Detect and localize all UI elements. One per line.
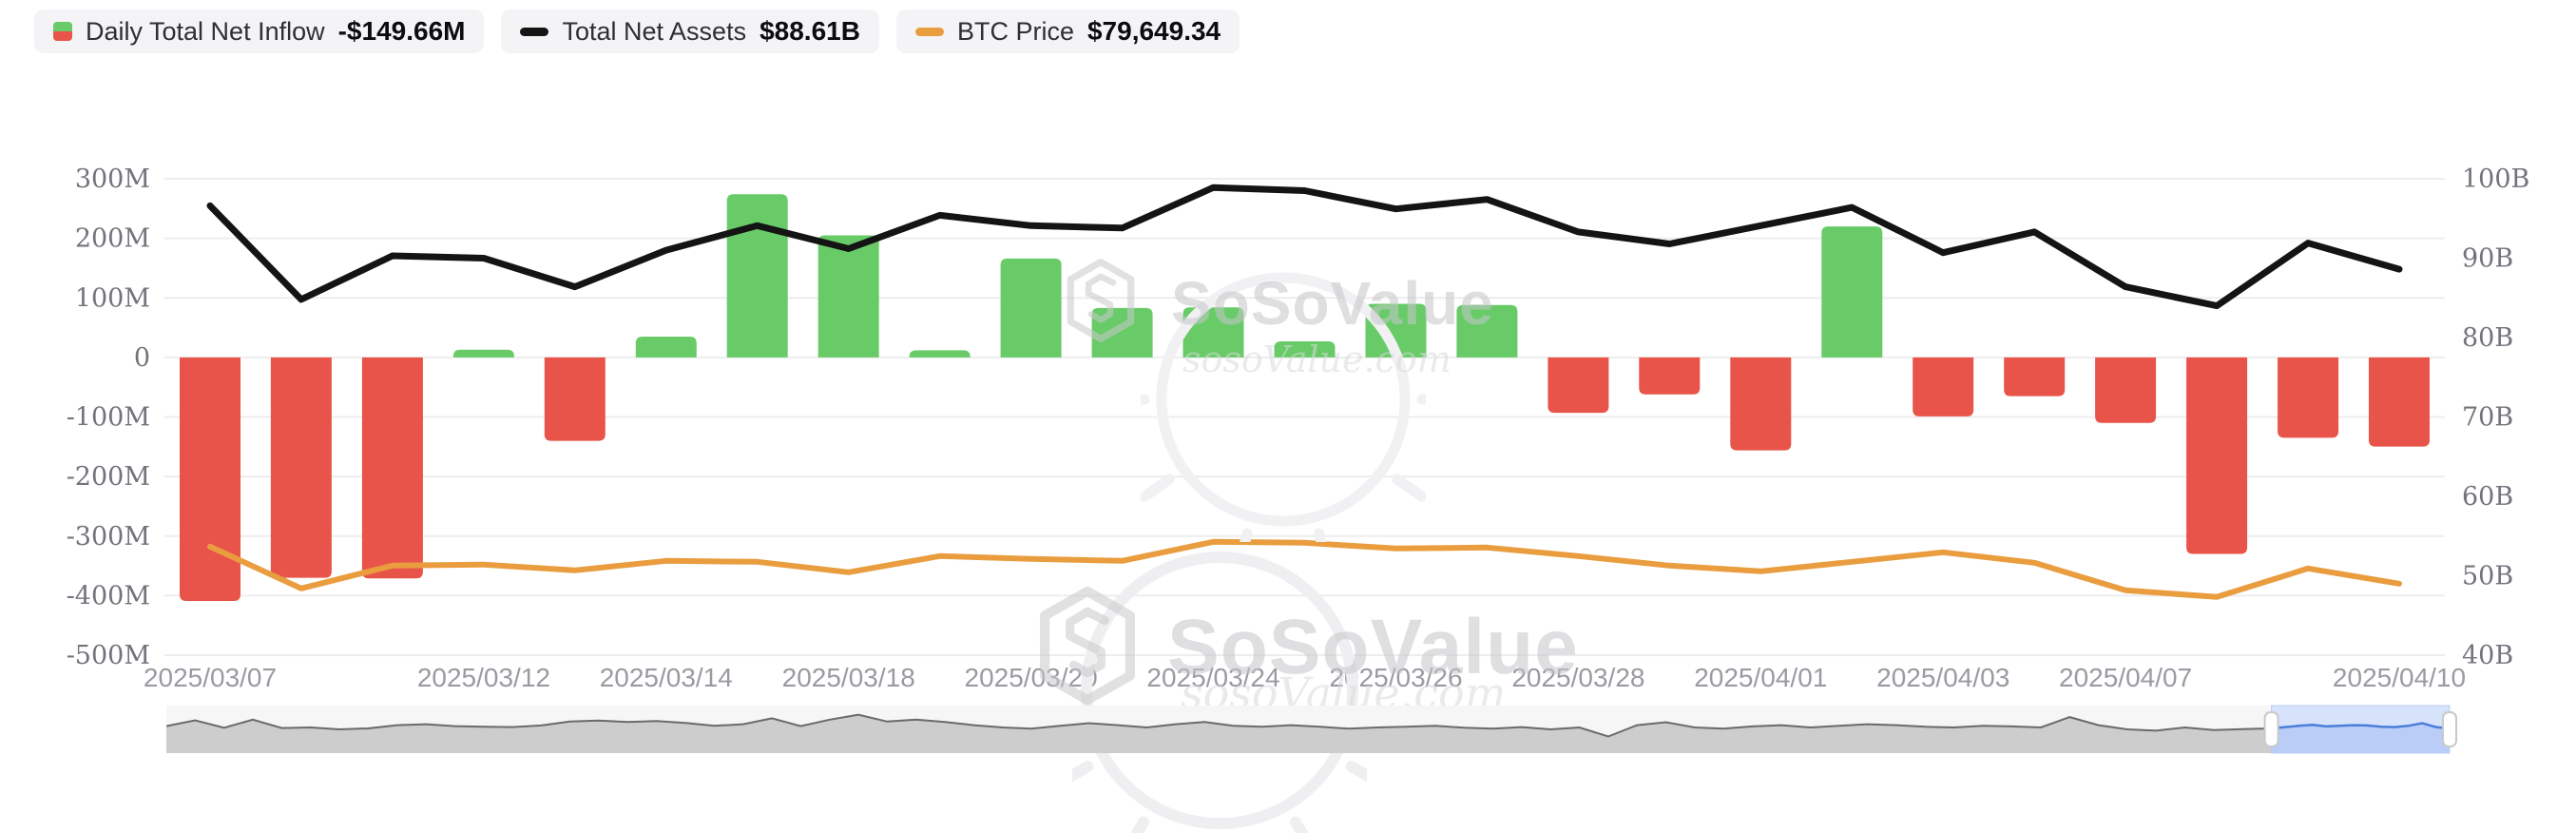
bar-negative bbox=[2186, 357, 2248, 554]
svg-text:300M: 300M bbox=[75, 165, 150, 194]
bar-negative bbox=[180, 357, 240, 601]
minimap-right-handle[interactable] bbox=[2442, 711, 2457, 747]
svg-text:100M: 100M bbox=[75, 283, 150, 313]
minimap-history-line bbox=[165, 713, 2272, 738]
legend-item-total-net-assets[interactable]: Total Net Assets $88.61B bbox=[501, 10, 879, 53]
svg-text:-300M: -300M bbox=[67, 522, 150, 552]
minimap-left-handle[interactable] bbox=[2263, 711, 2279, 747]
bar-negative bbox=[2095, 357, 2157, 423]
bar-positive bbox=[817, 235, 879, 358]
legend-item-btc-price[interactable]: BTC Price $79,649.34 bbox=[895, 10, 1240, 53]
svg-text:-400M: -400M bbox=[67, 581, 150, 610]
inflow-split-square-icon bbox=[53, 22, 72, 41]
minimap-selection-line bbox=[2271, 722, 2451, 730]
btc-price-line[interactable] bbox=[207, 538, 2402, 600]
bar-negative bbox=[1639, 357, 1701, 395]
chart-legend: Daily Total Net Inflow -$149.66M Total N… bbox=[34, 10, 1240, 53]
svg-text:80B: 80B bbox=[2462, 323, 2513, 353]
svg-text:50B: 50B bbox=[2462, 562, 2513, 591]
svg-text:2025/03/14: 2025/03/14 bbox=[600, 663, 733, 692]
left-axis-labels: 300M 200M 100M 0 -100M -200M -300M -400M -500M bbox=[67, 165, 150, 670]
bar-positive bbox=[635, 337, 697, 358]
svg-text:40B: 40B bbox=[2462, 641, 2513, 670]
svg-text:2025/03/12: 2025/03/12 bbox=[417, 663, 550, 692]
bar-positive bbox=[1091, 307, 1153, 358]
bar-positive bbox=[726, 194, 788, 358]
svg-text:70B: 70B bbox=[2462, 403, 2513, 433]
svg-text:-100M: -100M bbox=[67, 403, 150, 433]
bar-negative bbox=[2278, 357, 2339, 438]
legend-label: Total Net Assets bbox=[562, 16, 747, 46]
svg-text:200M: 200M bbox=[75, 224, 150, 254]
bar-negative bbox=[2004, 357, 2066, 397]
svg-text:2025/03/07: 2025/03/07 bbox=[144, 663, 277, 692]
tna-line[interactable] bbox=[206, 184, 2403, 310]
legend-item-daily-net-inflow[interactable]: Daily Total Net Inflow -$149.66M bbox=[34, 10, 485, 53]
bar-positive bbox=[1182, 307, 1244, 358]
legend-value: $79,649.34 bbox=[1086, 16, 1221, 46]
minimap-scrollbar[interactable] bbox=[0, 702, 2576, 768]
svg-text:100B: 100B bbox=[2462, 165, 2529, 194]
black-dash-icon bbox=[520, 27, 549, 36]
bar-positive bbox=[1365, 303, 1427, 358]
bar-negative bbox=[1913, 357, 1974, 416]
legend-label: BTC Price bbox=[956, 16, 1074, 46]
svg-text:2025/03/18: 2025/03/18 bbox=[782, 663, 915, 692]
right-axis-labels: 100B 90B 80B 70B 60B 50B 40B bbox=[2462, 165, 2529, 670]
bar-negative bbox=[1548, 357, 1609, 414]
svg-text:0: 0 bbox=[134, 343, 150, 373]
bar-positive bbox=[1274, 341, 1336, 358]
legend-value: $88.61B bbox=[759, 16, 860, 46]
bar-positive bbox=[1821, 226, 1883, 358]
bar-negative bbox=[361, 357, 423, 579]
bar-positive bbox=[1456, 304, 1518, 358]
svg-text:2025/03/28: 2025/03/28 bbox=[1511, 663, 1644, 692]
orange-dash-icon bbox=[914, 27, 944, 36]
bar-negative bbox=[2369, 357, 2430, 447]
svg-text:2025/04/03: 2025/04/03 bbox=[1876, 663, 2009, 692]
svg-text:60B: 60B bbox=[2462, 482, 2513, 512]
x-axis-labels: 2025/03/07 2025/03/12 2025/03/14 2025/03/18… bbox=[144, 663, 2466, 692]
svg-text:2025/04/07: 2025/04/07 bbox=[2059, 663, 2192, 692]
legend-label: Daily Total Net Inflow bbox=[86, 16, 325, 46]
svg-text:2025/04/10: 2025/04/10 bbox=[2333, 663, 2466, 692]
svg-text:2025/04/01: 2025/04/01 bbox=[1694, 663, 1827, 692]
svg-text:90B: 90B bbox=[2462, 244, 2513, 274]
svg-text:-500M: -500M bbox=[67, 641, 150, 670]
main-chart[interactable]: 300M 200M 100M 0 -100M -200M -300M -400M -500M 10… bbox=[0, 0, 2576, 704]
bar-positive bbox=[452, 349, 514, 358]
bar-negative bbox=[1730, 357, 1792, 451]
bar-positive bbox=[1000, 258, 1062, 358]
svg-text:2025/03/26: 2025/03/26 bbox=[1329, 663, 1462, 692]
svg-text:-200M: -200M bbox=[67, 462, 150, 492]
bar-negative bbox=[270, 357, 332, 578]
legend-value: -$149.66M bbox=[337, 16, 466, 46]
bar-negative bbox=[544, 357, 606, 441]
svg-text:2025/03/24: 2025/03/24 bbox=[1146, 663, 1279, 692]
bar-positive bbox=[909, 350, 971, 358]
minimap-selection-area bbox=[2271, 723, 2450, 753]
svg-text:2025/03/20: 2025/03/20 bbox=[965, 663, 1098, 692]
